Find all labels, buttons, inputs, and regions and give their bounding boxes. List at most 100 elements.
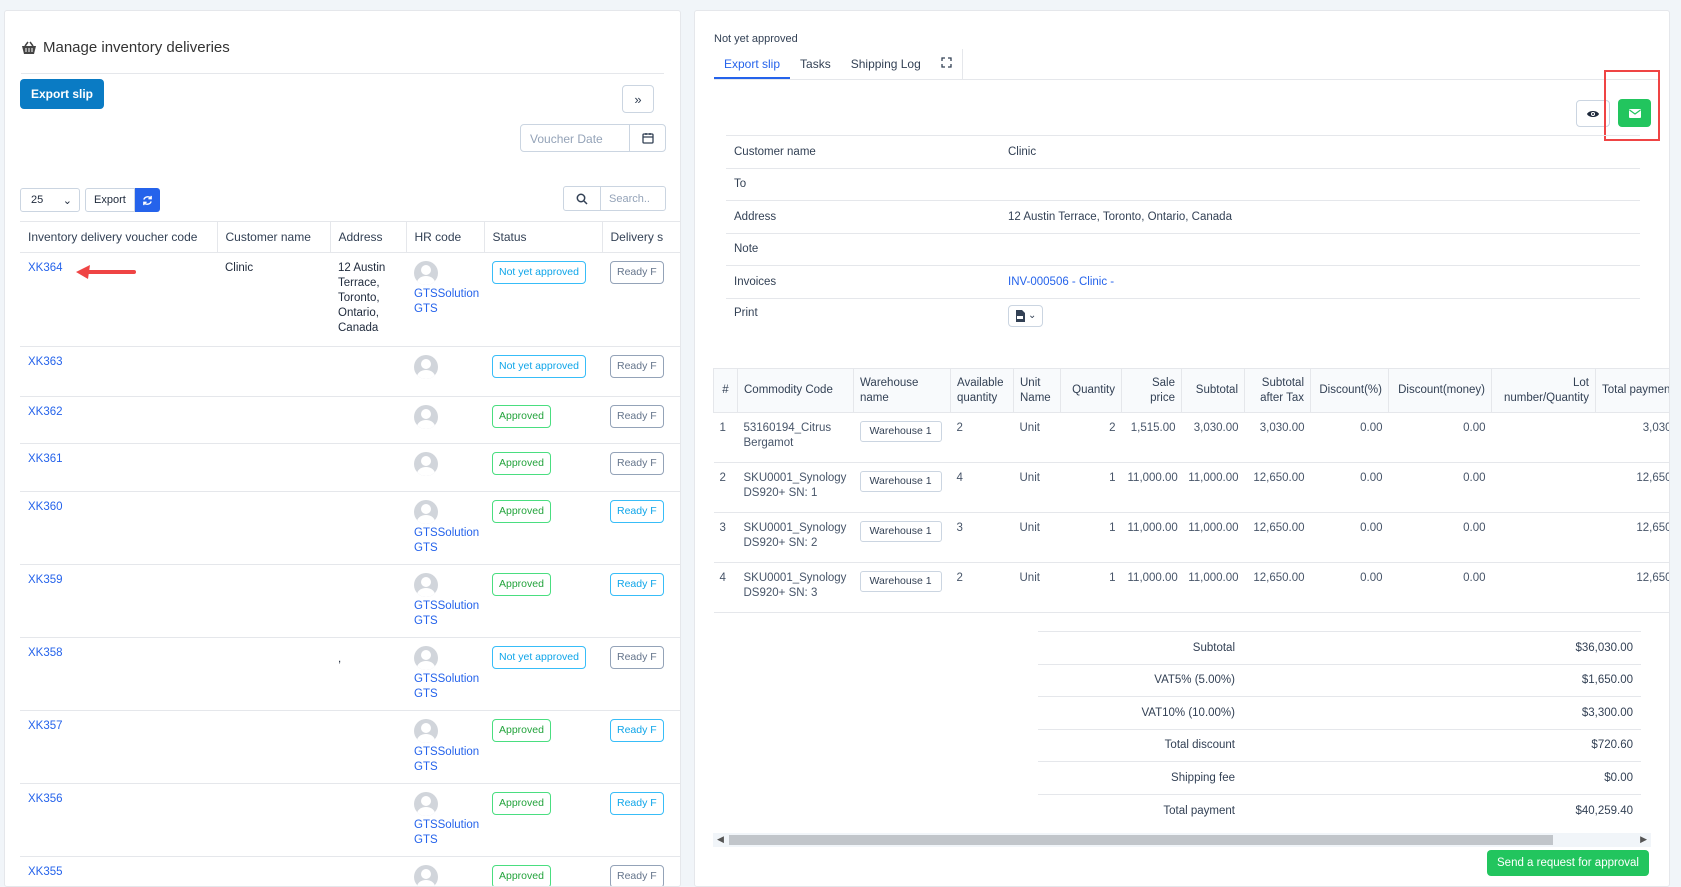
voucher-link[interactable]: XK357 [28,720,63,732]
address-cell: , [330,637,406,711]
tab-export-slip[interactable]: Export slip [714,49,791,79]
totals-row: Total discount $720.60 [1038,728,1641,762]
voucher-link[interactable]: XK359 [28,574,63,586]
col-available: Available quantity [950,368,1014,413]
col-address[interactable]: Address [330,221,407,253]
delivery-badge: Ready F [610,261,664,284]
table-toolbar: 25 ⌄ Export [20,188,160,212]
pdf-icon [1016,309,1025,322]
deliveries-table: Inventory delivery voucher code Customer… [20,221,680,886]
chevron-down-icon: ⌄ [1028,310,1037,321]
send-email-button[interactable] [1618,99,1651,127]
col-customer-name[interactable]: Customer name [217,221,331,253]
scroll-right-icon[interactable]: ▶ [1640,834,1647,844]
table-row: XK357 GTSSolution GTS Approved Ready F [20,710,680,784]
chevron-down-icon: ⌄ [62,194,72,207]
avatar[interactable] [414,500,438,524]
table-row: 2 SKU0001_Synology DS920+ SN: 1 Warehous… [713,462,1669,513]
item-price: 1,515.00 [1121,412,1182,463]
item-index: 3 [713,512,738,563]
address-cell [330,491,406,565]
voucher-link[interactable]: XK360 [28,501,63,513]
avatar[interactable] [414,355,438,379]
item-subtotal-tax: 12,650.00 [1244,462,1311,513]
voucher-date-filter[interactable]: Voucher Date [520,124,666,152]
col-discount-money: Discount(money) [1388,368,1492,413]
avatar[interactable] [414,792,438,816]
item-unit: Unit [1013,412,1061,463]
avatar[interactable] [414,452,438,476]
print-dropdown[interactable]: ⌄ [1008,304,1044,327]
scrollbar-thumb[interactable] [729,835,1553,845]
item-index: 4 [713,562,738,613]
voucher-link[interactable]: XK358 [28,647,63,659]
voucher-link[interactable]: XK361 [28,453,63,465]
item-lot [1491,562,1596,613]
horizontal-scrollbar[interactable]: ◀ ▶ [713,833,1651,847]
item-subtotal: 11,000.00 [1181,462,1245,513]
total-label: Subtotal [1038,631,1243,664]
collapse-panel-button[interactable]: » [622,85,654,113]
hr-link[interactable]: GTSSolution GTS [414,746,480,773]
item-price: 11,000.00 [1121,562,1182,613]
hr-link[interactable]: GTSSolution GTS [414,673,480,700]
item-subtotal-tax: 12,650.00 [1244,512,1311,563]
avatar[interactable] [414,719,438,743]
page-size-select[interactable]: 25 ⌄ [20,188,80,212]
info-label: To [726,167,1000,201]
info-value [1000,232,1640,266]
col-status[interactable]: Status [484,221,603,253]
col-voucher-code[interactable]: Inventory delivery voucher code [20,221,218,253]
scroll-left-icon[interactable]: ◀ [717,834,724,844]
avatar[interactable] [414,405,438,429]
calendar-icon[interactable] [629,125,665,151]
refresh-icon[interactable] [134,188,160,212]
delivery-badge: Ready F [610,452,664,475]
hr-link[interactable]: GTSSolution GTS [414,819,480,846]
col-subtotal: Subtotal [1181,368,1245,413]
search-box[interactable]: Search.. [563,186,666,211]
tab-tasks[interactable]: Tasks [800,57,831,71]
voucher-link[interactable]: XK355 [28,866,63,878]
voucher-date-input[interactable]: Voucher Date [530,132,603,146]
search-icon[interactable] [564,187,601,210]
item-available: 2 [950,412,1014,463]
avatar[interactable] [414,573,438,597]
customer-cell [217,637,330,711]
tab-shipping-log[interactable]: Shipping Log [850,57,921,71]
export-button[interactable]: Export [85,188,135,212]
customer-cell [217,346,330,397]
item-price: 11,000.00 [1121,462,1182,513]
export-slip-button[interactable]: Export slip [20,79,105,109]
voucher-link[interactable]: XK363 [28,356,63,368]
hr-link[interactable]: GTSSolution GTS [414,527,480,554]
item-total: 12,650.00 [1595,512,1669,563]
avatar[interactable] [414,261,438,285]
info-label: Address [726,200,1000,233]
page-title-text: Manage inventory deliveries [43,39,230,56]
search-input[interactable]: Search.. [609,193,650,205]
highlight-box-annotation [1604,70,1660,141]
item-available: 2 [950,562,1014,613]
col-subtotal-tax: Subtotal after Tax [1244,368,1311,413]
item-available: 3 [950,512,1014,563]
voucher-link[interactable]: XK356 [28,793,63,805]
send-approval-request-button[interactable]: Send a request for approval [1487,850,1649,876]
hr-link[interactable]: GTSSolution GTS [414,288,480,315]
col-hr-code[interactable]: HR code [406,221,485,253]
hr-link[interactable]: GTSSolution GTS [414,600,480,627]
avatar[interactable] [414,865,438,886]
avatar[interactable] [414,646,438,670]
total-label: Total payment [1038,793,1243,827]
voucher-link[interactable]: XK362 [28,406,63,418]
delivery-badge: Ready F [610,500,664,523]
total-value: $720.60 [1243,728,1641,762]
voucher-link[interactable]: XK364 [28,262,63,274]
double-chevron-right-icon: » [634,91,642,107]
export-group: Export [85,188,160,212]
fullscreen-icon[interactable] [931,49,962,79]
item-discount-money: 0.00 [1388,412,1492,463]
item-index: 1 [713,412,738,463]
col-delivery-status[interactable]: Delivery s [602,221,680,253]
invoice-link[interactable]: INV-000506 - Clinic - [1008,275,1115,288]
